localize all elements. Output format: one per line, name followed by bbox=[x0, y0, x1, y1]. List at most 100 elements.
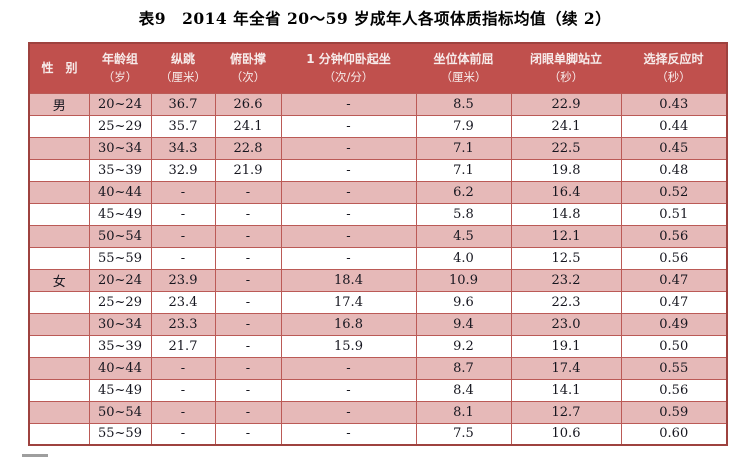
cell-value: - bbox=[214, 400, 282, 424]
cell-value: - bbox=[150, 422, 216, 446]
cell-value: 8.5 bbox=[415, 92, 512, 116]
cell-value: 34.3 bbox=[150, 136, 216, 160]
cell-value: 10.6 bbox=[510, 422, 622, 446]
cell-value: 17.4 bbox=[510, 356, 622, 380]
cell-value: 0.56 bbox=[620, 246, 728, 270]
cell-value: - bbox=[214, 268, 282, 292]
cell-value: - bbox=[280, 92, 417, 116]
cell-value: 0.52 bbox=[620, 180, 728, 204]
cell-value: - bbox=[280, 180, 417, 204]
cell-sex bbox=[28, 334, 90, 358]
cell-value: 22.8 bbox=[214, 136, 282, 160]
column-header-4: 1 分钟仰卧起坐 （次/分） bbox=[281, 43, 416, 93]
table-row: 35~39 21.7-15.9 9.2 19.1 0.50 bbox=[28, 334, 728, 358]
cell-age-group: 20~24 bbox=[88, 268, 152, 292]
cell-value: 23.9 bbox=[150, 268, 216, 292]
cell-value: - bbox=[280, 224, 417, 248]
table-row: 45~49- - -8.4 14.1 0.56 bbox=[28, 378, 728, 402]
cell-age-group: 55~59 bbox=[88, 422, 152, 446]
table-row: 50~54- - -4.5 12.1 0.56 bbox=[28, 224, 728, 248]
cell-value: 0.55 bbox=[620, 356, 728, 380]
cell-value: 0.43 bbox=[620, 92, 728, 116]
table-row: 25~29 23.4-17.4 9.6 22.3 0.47 bbox=[28, 290, 728, 314]
cell-age-group: 30~34 bbox=[88, 312, 152, 336]
cell-value: 0.50 bbox=[620, 334, 728, 358]
cell-value: - bbox=[214, 290, 282, 314]
cell-value: - bbox=[214, 180, 282, 204]
table-row: 男 20~24 36.7 26.6-8.5 22.9 0.43 bbox=[28, 92, 728, 116]
column-header-0: 性 别 bbox=[29, 43, 89, 93]
cell-value: 23.3 bbox=[150, 312, 216, 336]
cell-value: - bbox=[214, 356, 282, 380]
column-header-7: 选择反应时 （秒） bbox=[621, 43, 727, 93]
column-header-label: 性 别 bbox=[41, 60, 78, 75]
table-row: 25~29 35.7 24.1-7.9 24.1 0.44 bbox=[28, 114, 728, 138]
column-header-label: 闭眼单脚站立 bbox=[529, 52, 602, 67]
cell-value: - bbox=[150, 400, 216, 424]
cell-age-group: 40~44 bbox=[88, 180, 152, 204]
cell-value: 23.4 bbox=[150, 290, 216, 314]
cell-age-group: 45~49 bbox=[88, 378, 152, 402]
cell-value: 0.47 bbox=[620, 290, 728, 314]
column-header-unit: （厘米） bbox=[440, 69, 487, 84]
cell-value: 0.44 bbox=[620, 114, 728, 138]
table-row: 30~34 34.3 22.8-7.1 22.5 0.45 bbox=[28, 136, 728, 160]
cell-value: 12.1 bbox=[510, 224, 622, 248]
cell-value: - bbox=[280, 422, 417, 446]
cell-age-group: 50~54 bbox=[88, 400, 152, 424]
cell-age-group: 20~24 bbox=[88, 92, 152, 116]
cell-age-group: 45~49 bbox=[88, 202, 152, 226]
cell-value: - bbox=[150, 246, 216, 270]
cell-value: 35.7 bbox=[150, 114, 216, 138]
cell-value: - bbox=[280, 202, 417, 226]
cell-value: 22.9 bbox=[510, 92, 622, 116]
table-row: 55~59- - -4.0 12.5 0.56 bbox=[28, 246, 728, 270]
cell-sex bbox=[28, 202, 90, 226]
cell-value: 0.59 bbox=[620, 400, 728, 424]
table-header: 性 别 年龄组 （岁） 纵跳 （厘米） 俯卧撑 （次） 1 分钟仰卧起坐 （次/分） 坐位体前屈 （… bbox=[29, 43, 727, 93]
table-row: 50~54- - -8.1 12.7 0.59 bbox=[28, 400, 728, 424]
cell-value: - bbox=[214, 378, 282, 402]
cell-value: 19.8 bbox=[510, 158, 622, 182]
cell-value: - bbox=[280, 114, 417, 138]
cell-value: 4.0 bbox=[415, 246, 512, 270]
cell-value: 9.6 bbox=[415, 290, 512, 314]
cell-value: - bbox=[150, 202, 216, 226]
cell-sex: 男 bbox=[28, 92, 90, 116]
cell-sex bbox=[28, 136, 90, 160]
cell-age-group: 35~39 bbox=[88, 334, 152, 358]
column-header-label: 1 分钟仰卧起坐 bbox=[306, 52, 391, 67]
column-header-2: 纵跳 （厘米） bbox=[151, 43, 215, 93]
fitness-indicators-table: 性 别 年龄组 （岁） 纵跳 （厘米） 俯卧撑 （次） 1 分钟仰卧起坐 （次/分） 坐位体前屈 （… bbox=[28, 42, 728, 446]
cell-age-group: 40~44 bbox=[88, 356, 152, 380]
table-row: 35~39 32.9 21.9-7.1 19.8 0.48 bbox=[28, 158, 728, 182]
cell-age-group: 55~59 bbox=[88, 246, 152, 270]
cell-sex bbox=[28, 180, 90, 204]
cell-sex bbox=[28, 312, 90, 336]
cell-sex bbox=[28, 114, 90, 138]
cell-sex bbox=[28, 356, 90, 380]
cell-value: 21.9 bbox=[214, 158, 282, 182]
column-header-label: 年龄组 bbox=[101, 52, 138, 67]
column-header-6: 闭眼单脚站立 （秒） bbox=[511, 43, 621, 93]
cell-age-group: 35~39 bbox=[88, 158, 152, 182]
cell-value: 16.4 bbox=[510, 180, 622, 204]
cell-value: 18.4 bbox=[280, 268, 417, 292]
cell-value: 23.0 bbox=[510, 312, 622, 336]
column-header-unit: （次） bbox=[230, 69, 266, 84]
cell-value: - bbox=[150, 180, 216, 204]
horizontal-scrollbar-thumb[interactable] bbox=[22, 454, 48, 457]
cell-value: 14.8 bbox=[510, 202, 622, 226]
cell-value: 8.1 bbox=[415, 400, 512, 424]
table-header-row: 性 别 年龄组 （岁） 纵跳 （厘米） 俯卧撑 （次） 1 分钟仰卧起坐 （次/分） 坐位体前屈 （… bbox=[29, 43, 727, 93]
cell-value: 0.60 bbox=[620, 422, 728, 446]
cell-value: 0.45 bbox=[620, 136, 728, 160]
cell-value: - bbox=[214, 312, 282, 336]
cell-value: 12.5 bbox=[510, 246, 622, 270]
page-title: 表9 2014 年全省 20～59 岁成年人各项体质指标均值（续 2） bbox=[138, 9, 612, 28]
cell-value: 14.1 bbox=[510, 378, 622, 402]
cell-value: 9.4 bbox=[415, 312, 512, 336]
column-header-5: 坐位体前屈 （厘米） bbox=[416, 43, 511, 93]
column-header-3: 俯卧撑 （次） bbox=[215, 43, 281, 93]
cell-sex bbox=[28, 224, 90, 248]
